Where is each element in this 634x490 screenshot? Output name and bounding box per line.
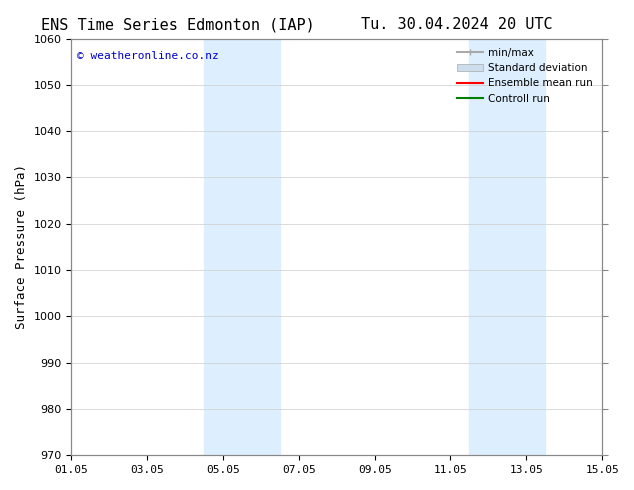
Y-axis label: Surface Pressure (hPa): Surface Pressure (hPa) bbox=[15, 165, 28, 329]
Text: © weatheronline.co.nz: © weatheronline.co.nz bbox=[77, 51, 219, 61]
Legend: min/max, Standard deviation, Ensemble mean run, Controll run: min/max, Standard deviation, Ensemble me… bbox=[453, 44, 597, 108]
Text: Tu. 30.04.2024 20 UTC: Tu. 30.04.2024 20 UTC bbox=[361, 17, 552, 32]
Bar bbox=[204, 39, 280, 455]
Text: ENS Time Series Edmonton (IAP): ENS Time Series Edmonton (IAP) bbox=[41, 17, 314, 32]
Bar bbox=[469, 39, 545, 455]
